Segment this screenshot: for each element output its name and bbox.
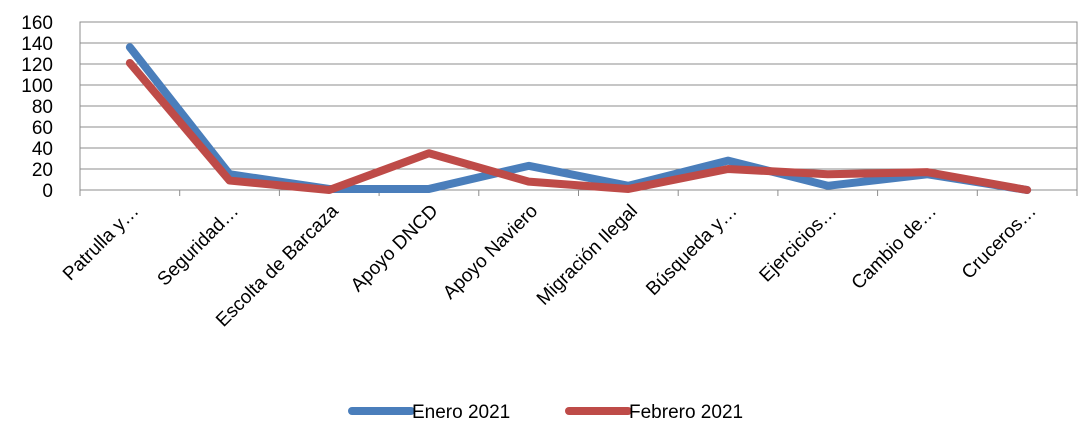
data-point xyxy=(328,189,330,191)
x-category-label: Seguridad… xyxy=(154,201,244,291)
x-category-label: Cruceros… xyxy=(958,201,1041,284)
data-point xyxy=(428,188,430,190)
y-tick-label: 160 xyxy=(21,13,53,34)
data-point xyxy=(229,180,231,182)
legend-label: Enero 2021 xyxy=(412,402,510,423)
x-category-label: Ejercicios… xyxy=(756,201,842,287)
y-tick-label: 120 xyxy=(21,55,53,76)
x-category-label: Migración Ilegal xyxy=(533,201,642,310)
data-point xyxy=(727,168,729,170)
gridlines xyxy=(79,21,1078,191)
y-tick-label: 100 xyxy=(21,76,53,97)
data-point xyxy=(528,165,530,167)
x-category-label: Búsqueda y… xyxy=(642,201,741,300)
y-tick-label: 20 xyxy=(32,160,53,181)
x-category-label: Apoyo Naviero xyxy=(439,201,542,304)
legend: Enero 2021 Febrero 2021 xyxy=(348,402,743,423)
data-point xyxy=(627,188,629,190)
data-point xyxy=(1026,189,1028,191)
data-point xyxy=(428,152,430,154)
data-point xyxy=(129,46,131,48)
data-point xyxy=(827,185,829,187)
data-point xyxy=(926,171,928,173)
series-lines xyxy=(125,43,1032,194)
y-tick-label: 140 xyxy=(21,34,53,55)
x-category-label: Apoyo DNCD xyxy=(347,201,442,296)
data-point xyxy=(727,160,729,162)
y-tick-label: 80 xyxy=(32,97,53,118)
y-tick-label: 40 xyxy=(32,139,53,160)
data-point xyxy=(528,181,530,183)
x-category-label: Cambio de… xyxy=(848,201,941,294)
data-point xyxy=(827,173,829,175)
data-point xyxy=(129,62,131,64)
x-axis: Patrulla y… Seguridad…Escolta de Barcaza A… xyxy=(59,190,1078,331)
y-tick-label: 0 xyxy=(42,181,53,202)
x-category-label: Patrulla y… xyxy=(59,201,143,285)
y-tick-label: 60 xyxy=(32,118,53,139)
series-line-2 xyxy=(125,58,1032,194)
legend-label: Febrero 2021 xyxy=(629,402,743,423)
